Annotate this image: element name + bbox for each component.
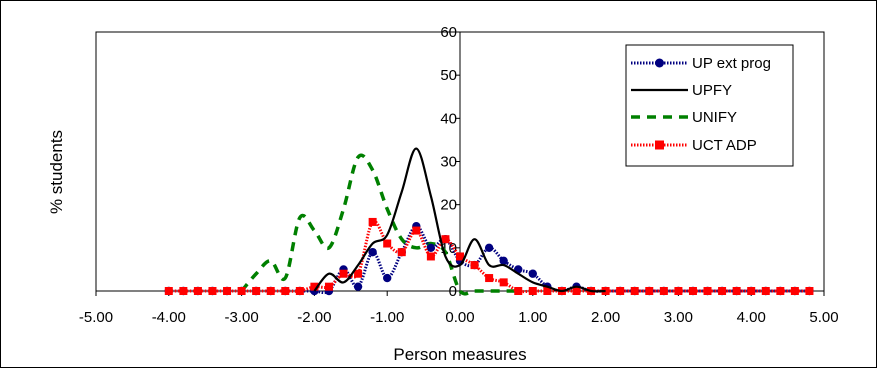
y-tick-label: 20: [440, 197, 457, 214]
legend-item-uct-adp: UCT ADP: [631, 137, 757, 154]
data-point: [499, 278, 508, 287]
series-uct-adp: [164, 217, 814, 295]
data-point: [397, 248, 406, 257]
legend-box: [625, 44, 794, 167]
data-point: [747, 287, 756, 295]
data-point: [499, 256, 508, 265]
legend-label: UP ext prog: [692, 55, 771, 72]
data-point: [339, 269, 348, 278]
series-layer: [164, 147, 814, 296]
series-unify: [240, 153, 519, 296]
data-point: [426, 243, 436, 253]
data-point: [703, 287, 712, 295]
y-tick-label: 30: [440, 154, 457, 171]
data-point: [616, 287, 625, 295]
data-point: [630, 287, 639, 295]
legend-marker: [655, 58, 664, 68]
data-point: [659, 287, 668, 295]
legend-label: UCT ADP: [692, 137, 757, 154]
data-point: [776, 287, 785, 295]
series-line-unify: [240, 153, 519, 296]
data-point: [426, 252, 435, 261]
data-point: [456, 252, 464, 261]
data-point: [688, 287, 697, 295]
data-point: [164, 287, 173, 295]
data-point: [237, 287, 246, 295]
data-point: [324, 282, 333, 291]
data-point: [266, 287, 275, 295]
data-point: [732, 287, 741, 295]
x-tick-label: 1.00: [518, 309, 547, 326]
data-point: [674, 287, 683, 295]
data-point: [543, 287, 552, 295]
data-point: [281, 287, 290, 295]
legend-item-up-ext-prog: UP ext prog: [631, 55, 771, 72]
data-point: [790, 287, 799, 295]
y-tick-label: 40: [440, 110, 457, 127]
data-point: [572, 287, 581, 295]
series-line-upfy: [313, 147, 606, 293]
x-axis-label: Person measures: [393, 345, 526, 364]
x-tick-label: 2.00: [591, 309, 620, 326]
legend: UP ext prog UPFY UNIFY UCT ADP: [625, 44, 794, 167]
data-point: [354, 269, 363, 278]
data-point: [484, 243, 494, 253]
data-point: [805, 287, 814, 295]
legend-item-unify: UNIFY: [631, 109, 737, 126]
data-point: [193, 287, 202, 295]
x-tick-label: -5.00: [79, 309, 113, 326]
y-axis-label: % students: [47, 130, 66, 214]
data-point: [412, 226, 421, 235]
x-tick-label: 3.00: [664, 309, 693, 326]
y-tick-label: 60: [440, 24, 457, 41]
data-point: [368, 247, 377, 257]
x-tick-label: 0.00: [445, 309, 474, 326]
data-point: [718, 287, 727, 295]
x-tick-label: 5.00: [809, 309, 838, 326]
data-point: [470, 261, 479, 270]
data-point: [223, 287, 232, 295]
data-point: [368, 217, 377, 226]
legend-marker: [655, 140, 664, 150]
x-tick-label: 4.00: [737, 309, 766, 326]
data-point: [208, 287, 217, 295]
series-line-uct-adp: [168, 219, 810, 294]
series-upfy: [313, 147, 606, 293]
axes: -5.00 -4.00 -3.00 -2.00 -1.00 0.00 1.00 2.00 3.0…: [79, 24, 839, 326]
x-tick-label: -1.00: [370, 309, 404, 326]
x-tick-label: -4.00: [152, 309, 186, 326]
data-point: [310, 282, 319, 291]
data-point: [528, 287, 537, 295]
data-point: [645, 287, 654, 295]
legend-label: UPFY: [692, 82, 732, 99]
y-tick-label: 50: [440, 67, 457, 84]
data-point: [528, 269, 537, 278]
data-point: [179, 287, 188, 295]
legend-item-upfy: UPFY: [631, 82, 732, 99]
data-point: [485, 274, 494, 283]
x-tick-label: -3.00: [224, 309, 258, 326]
data-point: [383, 273, 392, 283]
data-point: [761, 287, 770, 295]
data-point: [353, 282, 363, 291]
x-tick-label: -2.00: [297, 309, 331, 326]
data-point: [252, 287, 261, 295]
data-point: [383, 239, 392, 248]
y-tick-label: 0: [449, 283, 457, 300]
data-point: [295, 287, 304, 295]
data-point: [514, 287, 523, 295]
data-point: [441, 235, 450, 244]
legend-label: UNIFY: [692, 109, 737, 126]
